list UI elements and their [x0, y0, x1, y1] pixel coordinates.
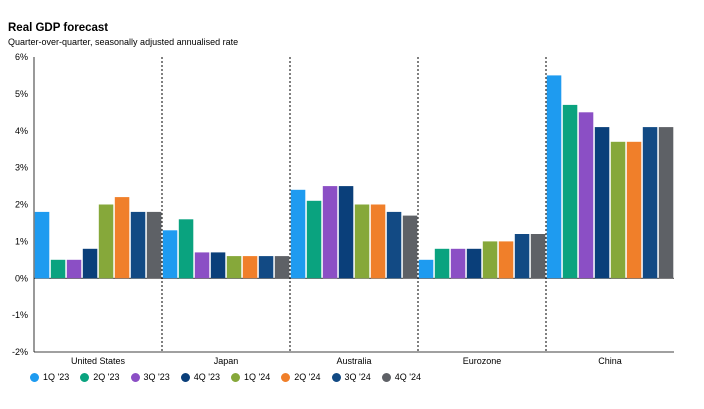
x-category-label: Eurozone: [463, 356, 502, 366]
y-tick-label: 6%: [15, 52, 28, 62]
bar: [482, 241, 498, 279]
bar: [146, 211, 162, 279]
legend-swatch: [180, 372, 190, 382]
legend-label: 1Q '23: [43, 372, 70, 382]
bar: [514, 234, 530, 279]
legend-swatch: [231, 372, 240, 382]
legend-item: 3Q '24: [331, 372, 371, 382]
bar: [466, 248, 482, 279]
bar: [434, 248, 450, 279]
legend-label: 1Q '24: [244, 372, 271, 382]
bar: [578, 112, 594, 279]
legend-label: 2Q '24: [294, 372, 321, 382]
bar: [530, 234, 546, 279]
legend-item: 2Q '23: [80, 372, 120, 382]
legend-item: 4Q '24: [381, 372, 421, 382]
bar: [114, 197, 130, 279]
bar: [338, 186, 354, 279]
bar: [322, 186, 338, 279]
bar: [546, 75, 562, 279]
bar: [562, 104, 578, 279]
bar: [498, 241, 514, 279]
bar: [210, 252, 226, 279]
bar: [98, 204, 114, 279]
legend-swatch: [30, 372, 39, 382]
x-category-label: China: [598, 356, 622, 366]
bar: [354, 204, 370, 279]
y-tick-label: -1%: [12, 310, 28, 320]
legend-item: 3Q '23: [130, 372, 170, 382]
x-category-label: United States: [71, 356, 126, 366]
legend-label: 3Q '24: [344, 372, 371, 382]
legend: 1Q '23 2Q '23 3Q '23 4Q '23 1Q '24 2Q '24 3Q '…: [30, 372, 432, 382]
y-tick-label: 3%: [15, 163, 28, 173]
legend-item: 1Q '24: [231, 372, 270, 382]
y-tick-label: 1%: [15, 236, 28, 246]
bar: [258, 256, 274, 279]
legend-label: 3Q '23: [143, 372, 170, 382]
x-category-label: Australia: [336, 356, 371, 366]
bar: [34, 211, 50, 279]
x-category-label: Japan: [214, 356, 239, 366]
bar: [82, 248, 98, 279]
legend-item: 1Q '23: [30, 372, 69, 382]
bar: [130, 211, 146, 279]
bar: [386, 211, 402, 279]
bar: [306, 200, 322, 279]
chart-title: Real GDP forecast: [8, 22, 109, 34]
bar: [226, 256, 242, 279]
legend-label: 4Q '23: [193, 372, 220, 382]
legend-swatch: [130, 372, 140, 382]
bar: [274, 256, 290, 279]
bar: [658, 127, 674, 279]
y-tick-label: 2%: [15, 200, 28, 210]
legend-item: 4Q '23: [180, 372, 220, 382]
bar: [178, 219, 194, 279]
y-tick-label: 4%: [15, 126, 28, 136]
bar: [626, 141, 642, 279]
legend-item: 2Q '24: [281, 372, 321, 382]
legend-swatch: [281, 372, 291, 382]
bar: [402, 215, 418, 279]
legend-swatch: [331, 372, 341, 382]
bar: [194, 252, 210, 279]
legend-swatch: [381, 372, 391, 382]
legend-label: 2Q '23: [93, 372, 120, 382]
y-tick-label: -2%: [12, 347, 28, 357]
bar: [50, 259, 66, 279]
bar: [162, 230, 178, 279]
bar: [418, 259, 434, 279]
bar: [594, 127, 610, 279]
bar: [370, 204, 386, 279]
bar: [290, 189, 306, 279]
legend-swatch: [80, 372, 90, 382]
y-tick-label: 0%: [15, 273, 28, 283]
chart-subtitle: Quarter-over-quarter, seasonally adjuste…: [8, 37, 239, 47]
bar: [66, 259, 82, 279]
bar: [642, 127, 658, 279]
bar: [610, 141, 626, 279]
bar: [450, 248, 466, 279]
bar: [242, 256, 258, 279]
y-tick-label: 5%: [15, 89, 28, 99]
legend-label: 4Q '24: [394, 372, 421, 382]
